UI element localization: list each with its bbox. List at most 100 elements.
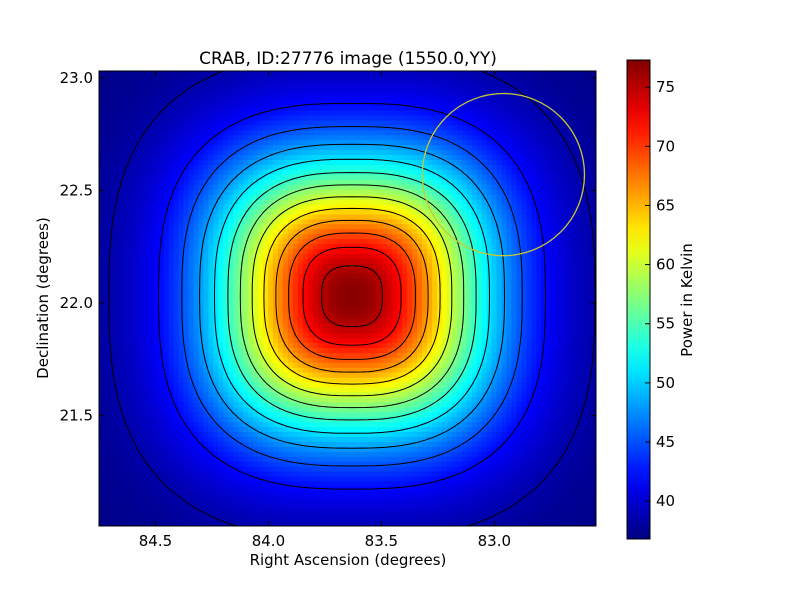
- heatmap-cell: [228, 214, 234, 220]
- heatmap-cell: [138, 239, 145, 245]
- heatmap-cell: [327, 234, 334, 240]
- heatmap-cell: [491, 249, 498, 255]
- heatmap-cell: [496, 288, 503, 295]
- heatmap-cell: [456, 120, 463, 127]
- heatmap-cell: [108, 115, 115, 122]
- heatmap-cell: [461, 110, 468, 117]
- heatmap-cell: [486, 130, 493, 136]
- heatmap-cell: [347, 219, 354, 225]
- heatmap-cell: [367, 313, 373, 319]
- heatmap-cell: [272, 219, 279, 225]
- heatmap-cell: [118, 150, 125, 156]
- heatmap-cell: [267, 278, 274, 285]
- heatmap-cell: [357, 85, 364, 92]
- heatmap-cell: [571, 105, 577, 112]
- heatmap-cell: [297, 71, 304, 77]
- heatmap-cell: [352, 115, 359, 122]
- heatmap-cell: [476, 140, 483, 146]
- heatmap-cell: [118, 160, 125, 166]
- heatmap-cell: [253, 80, 259, 87]
- heatmap-cell: [118, 313, 125, 319]
- heatmap-cell: [392, 95, 398, 102]
- heatmap-cell: [352, 164, 359, 171]
- heatmap-cell: [402, 293, 408, 300]
- heatmap-cell: [546, 125, 552, 131]
- heatmap-cell: [143, 150, 150, 156]
- heatmap-cell: [377, 278, 383, 285]
- heatmap-cell: [103, 249, 110, 255]
- heatmap-cell: [193, 125, 199, 131]
- heatmap-cell: [526, 293, 532, 300]
- heatmap-cell: [427, 263, 433, 270]
- heatmap-cell: [521, 184, 528, 191]
- heatmap-cell: [113, 278, 120, 285]
- heatmap-cell: [168, 219, 175, 225]
- heatmap-cell: [183, 298, 190, 305]
- heatmap-cell: [571, 169, 577, 176]
- heatmap-cell: [123, 229, 130, 235]
- heatmap-cell: [228, 194, 234, 201]
- heatmap-cell: [581, 308, 587, 314]
- heatmap-cell: [571, 268, 577, 275]
- heatmap-cell: [506, 125, 513, 131]
- heatmap-cell: [173, 125, 180, 131]
- heatmap-cell: [312, 130, 319, 136]
- heatmap-cell: [193, 209, 199, 216]
- heatmap-cell: [263, 278, 269, 285]
- heatmap-cell: [123, 184, 130, 191]
- heatmap-cell: [456, 313, 463, 319]
- heatmap-cell: [297, 258, 304, 265]
- heatmap-cell: [536, 298, 542, 305]
- heatmap-cell: [352, 273, 359, 280]
- heatmap-cell: [253, 115, 259, 122]
- heatmap-cell: [99, 100, 105, 107]
- heatmap-cell: [228, 234, 234, 240]
- heatmap-cell: [541, 140, 547, 146]
- heatmap-cell: [223, 253, 229, 260]
- heatmap-cell: [571, 234, 577, 240]
- heatmap-cell: [277, 150, 284, 156]
- heatmap-cell: [402, 239, 408, 245]
- heatmap-cell: [342, 199, 349, 206]
- heatmap-cell: [133, 214, 140, 220]
- heatmap-cell: [277, 268, 284, 275]
- heatmap-cell: [407, 169, 413, 176]
- heatmap-cell: [277, 313, 284, 319]
- heatmap-cell: [377, 303, 383, 309]
- heatmap-cell: [446, 80, 453, 87]
- heatmap-cell: [586, 95, 592, 102]
- heatmap-cell: [168, 283, 175, 290]
- heatmap-cell: [481, 80, 488, 87]
- heatmap-cell: [436, 179, 443, 186]
- heatmap-cell: [451, 278, 458, 285]
- heatmap-cell: [546, 150, 552, 156]
- heatmap-cell: [113, 234, 120, 240]
- heatmap-cell: [148, 308, 155, 314]
- heatmap-cell: [198, 80, 204, 87]
- heatmap-cell: [367, 80, 373, 87]
- heatmap-cell: [337, 234, 344, 240]
- heatmap-cell: [506, 293, 513, 300]
- heatmap-cell: [481, 100, 488, 107]
- heatmap-cell: [183, 85, 190, 92]
- heatmap-cell: [506, 95, 513, 102]
- heatmap-cell: [352, 249, 359, 255]
- heatmap-cell: [581, 263, 587, 270]
- heatmap-cell: [277, 273, 284, 280]
- heatmap-cell: [496, 164, 503, 171]
- heatmap-cell: [312, 224, 319, 230]
- heatmap-cell: [178, 164, 185, 171]
- heatmap-cell: [476, 199, 483, 206]
- heatmap-cell: [272, 145, 279, 151]
- heatmap-cell: [287, 234, 294, 240]
- heatmap-cell: [327, 263, 334, 270]
- heatmap-cell: [108, 234, 115, 240]
- heatmap-cell: [466, 298, 473, 305]
- heatmap-cell: [158, 273, 165, 280]
- heatmap-cell: [402, 204, 408, 211]
- heatmap-cell: [183, 155, 190, 161]
- heatmap-cell: [342, 105, 349, 112]
- heatmap-cell: [372, 135, 378, 141]
- heatmap-cell: [402, 268, 408, 275]
- heatmap-cell: [193, 90, 199, 97]
